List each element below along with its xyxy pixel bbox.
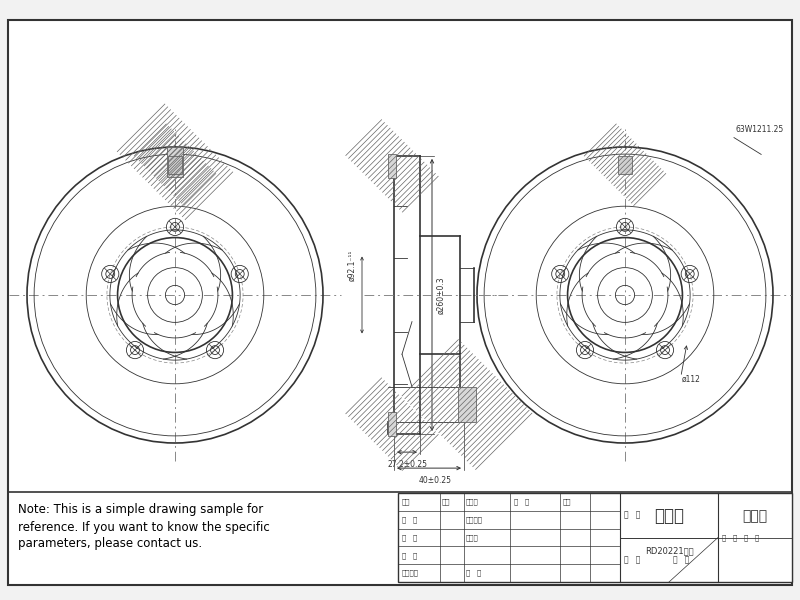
Text: 27.2±0.25: 27.2±0.25: [387, 460, 427, 469]
Text: 制车盘: 制车盘: [654, 507, 684, 525]
Text: ø112: ø112: [682, 374, 701, 383]
Text: 40±0.25: 40±0.25: [418, 476, 451, 485]
Text: 校   对: 校 对: [402, 534, 418, 541]
Text: 设   计: 设 计: [402, 517, 418, 523]
Text: 审   核: 审 核: [402, 552, 418, 559]
Bar: [388, 412, 396, 436]
Text: ø260±0.3: ø260±0.3: [436, 276, 445, 314]
Text: 63W1211.25: 63W1211.25: [736, 125, 784, 134]
Text: parameters, please contact us.: parameters, please contact us.: [18, 538, 202, 551]
Text: RD20221简图: RD20221简图: [645, 547, 694, 556]
Bar: [168, 156, 182, 173]
Text: 文件号: 文件号: [466, 499, 478, 505]
Bar: [388, 154, 396, 178]
Bar: [458, 387, 476, 422]
Text: reference. If you want to know the specific: reference. If you want to know the speci…: [18, 520, 270, 533]
Text: 材   料: 材 料: [624, 511, 640, 520]
Text: 样   品: 样 品: [673, 555, 690, 564]
Text: 共   张   第   张: 共 张 第 张: [722, 534, 759, 541]
Text: 依   据: 依 据: [624, 555, 640, 564]
Text: 批   准: 批 准: [466, 570, 482, 577]
Text: 第一版: 第一版: [742, 509, 767, 523]
Bar: [398, 493, 792, 582]
Text: 签   字: 签 字: [514, 499, 530, 505]
Bar: [618, 156, 632, 173]
Text: ø92.1⁻¹¹: ø92.1⁻¹¹: [347, 250, 357, 281]
Text: 机加工艺: 机加工艺: [402, 570, 419, 577]
Bar: [167, 147, 183, 176]
Text: Note: This is a simple drawing sample for: Note: This is a simple drawing sample fo…: [18, 503, 263, 517]
Text: 日期: 日期: [563, 499, 571, 505]
Text: 铸造工艺: 铸造工艺: [466, 517, 483, 523]
Text: 处数: 处数: [442, 499, 450, 505]
Text: 标准化: 标准化: [466, 534, 478, 541]
Text: 标记: 标记: [402, 499, 410, 505]
